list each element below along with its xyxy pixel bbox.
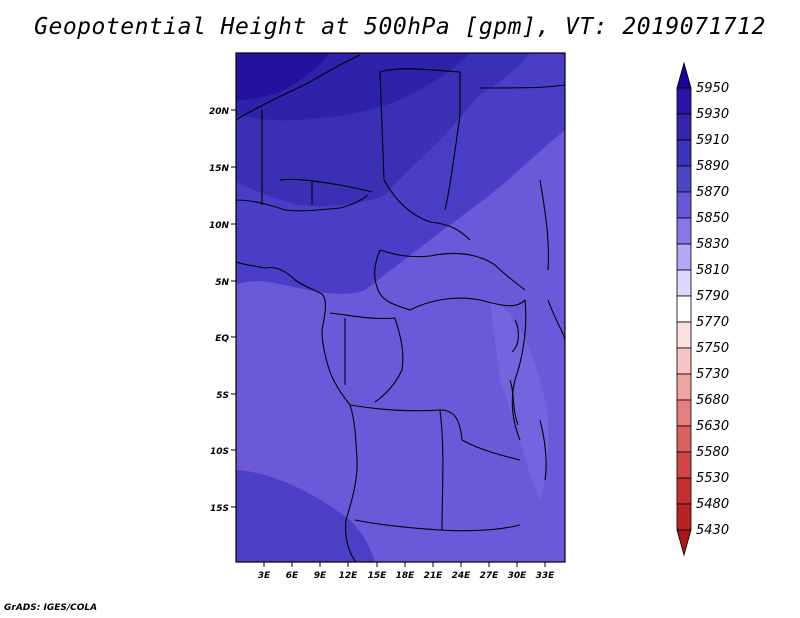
colorbar-label-5430: 5430 bbox=[696, 523, 729, 538]
colorbar-label-5750: 5750 bbox=[696, 341, 729, 356]
map-frame bbox=[235, 52, 566, 563]
lon-label-3e: 3E bbox=[258, 571, 271, 581]
lat-label-5n: 5N bbox=[215, 278, 229, 288]
colorbar-segment bbox=[676, 399, 692, 427]
colorbar-segment bbox=[676, 503, 692, 531]
lon-label-27e: 27E bbox=[480, 571, 500, 581]
colorbar-label-5870: 5870 bbox=[696, 185, 729, 200]
lon-label-12e: 12E bbox=[339, 571, 359, 581]
country-borders bbox=[236, 54, 565, 562]
colorbar-segment bbox=[676, 269, 692, 297]
colorbar-labels: 5950 5930 5910 5890 5870 5850 5830 5810 … bbox=[696, 81, 729, 538]
colorbar-segment bbox=[676, 243, 692, 271]
colorbar-label-5790: 5790 bbox=[696, 289, 729, 304]
lon-label-30e: 30E bbox=[508, 571, 528, 581]
lon-label-21e: 21E bbox=[424, 571, 444, 581]
colorbar-label-5830: 5830 bbox=[696, 237, 729, 252]
lat-axis: 20N 15N 10N 5N EQ 5S 10S 15S bbox=[209, 107, 236, 514]
lat-label-20n: 20N bbox=[209, 107, 230, 117]
lat-label-15s: 15S bbox=[210, 504, 229, 514]
colorbar-segment bbox=[676, 87, 692, 115]
lon-label-18e: 18E bbox=[396, 571, 416, 581]
contour-band-5850-east bbox=[490, 300, 549, 500]
map-panel bbox=[236, 53, 565, 562]
colorbar-label-5680: 5680 bbox=[696, 393, 729, 408]
lat-label-10n: 10N bbox=[209, 221, 230, 231]
lon-label-15e: 15E bbox=[368, 571, 388, 581]
colorbar-label-5770: 5770 bbox=[696, 315, 729, 330]
colorbar-segment bbox=[676, 113, 692, 141]
lon-label-6e: 6E bbox=[286, 571, 299, 581]
colorbar-label-5890: 5890 bbox=[696, 159, 729, 174]
colorbar-label-5850: 5850 bbox=[696, 211, 729, 226]
colorbar bbox=[676, 61, 692, 557]
colorbar-segment bbox=[676, 295, 692, 323]
colorbar-segment bbox=[676, 139, 692, 167]
colorbar-segment bbox=[676, 373, 692, 401]
colorbar-label-5630: 5630 bbox=[696, 419, 729, 434]
colorbar-segment bbox=[676, 347, 692, 375]
map-title: Geopotential Height at 500hPa [gpm], VT:… bbox=[34, 14, 766, 40]
colorbar-label-5530: 5530 bbox=[696, 471, 729, 486]
colorbar-segment bbox=[676, 477, 692, 505]
grads-credit: GrADS: IGES/COLA bbox=[4, 603, 98, 613]
colorbar-segment bbox=[676, 321, 692, 349]
colorbar-label-5930: 5930 bbox=[696, 107, 729, 122]
colorbar-label-5730: 5730 bbox=[696, 367, 729, 382]
colorbar-segment bbox=[676, 451, 692, 479]
lat-label-15n: 15N bbox=[209, 164, 230, 174]
lon-label-9e: 9E bbox=[314, 571, 327, 581]
colorbar-label-5810: 5810 bbox=[696, 263, 729, 278]
lat-label-10s: 10S bbox=[210, 447, 229, 457]
colorbar-label-5580: 5580 bbox=[696, 445, 729, 460]
lon-axis: 3E 6E 9E 12E 15E 18E 21E 24E 27E 30E 33E bbox=[258, 562, 555, 581]
colorbar-top-arrow bbox=[676, 61, 692, 89]
lon-label-24e: 24E bbox=[452, 571, 472, 581]
colorbar-segment bbox=[676, 191, 692, 219]
contour-band-5890-south bbox=[236, 470, 375, 562]
colorbar-label-5910: 5910 bbox=[696, 133, 729, 148]
colorbar-bottom-arrow bbox=[676, 529, 692, 557]
contour-band-5950 bbox=[236, 53, 330, 100]
lat-label-eq: EQ bbox=[215, 334, 229, 344]
colorbar-segment bbox=[676, 165, 692, 193]
lon-label-33e: 33E bbox=[536, 571, 556, 581]
colorbar-segment bbox=[676, 217, 692, 245]
lat-label-5s: 5S bbox=[216, 391, 229, 401]
colorbar-label-5480: 5480 bbox=[696, 497, 729, 512]
colorbar-label-5950: 5950 bbox=[696, 81, 729, 96]
colorbar-segment bbox=[676, 425, 692, 453]
